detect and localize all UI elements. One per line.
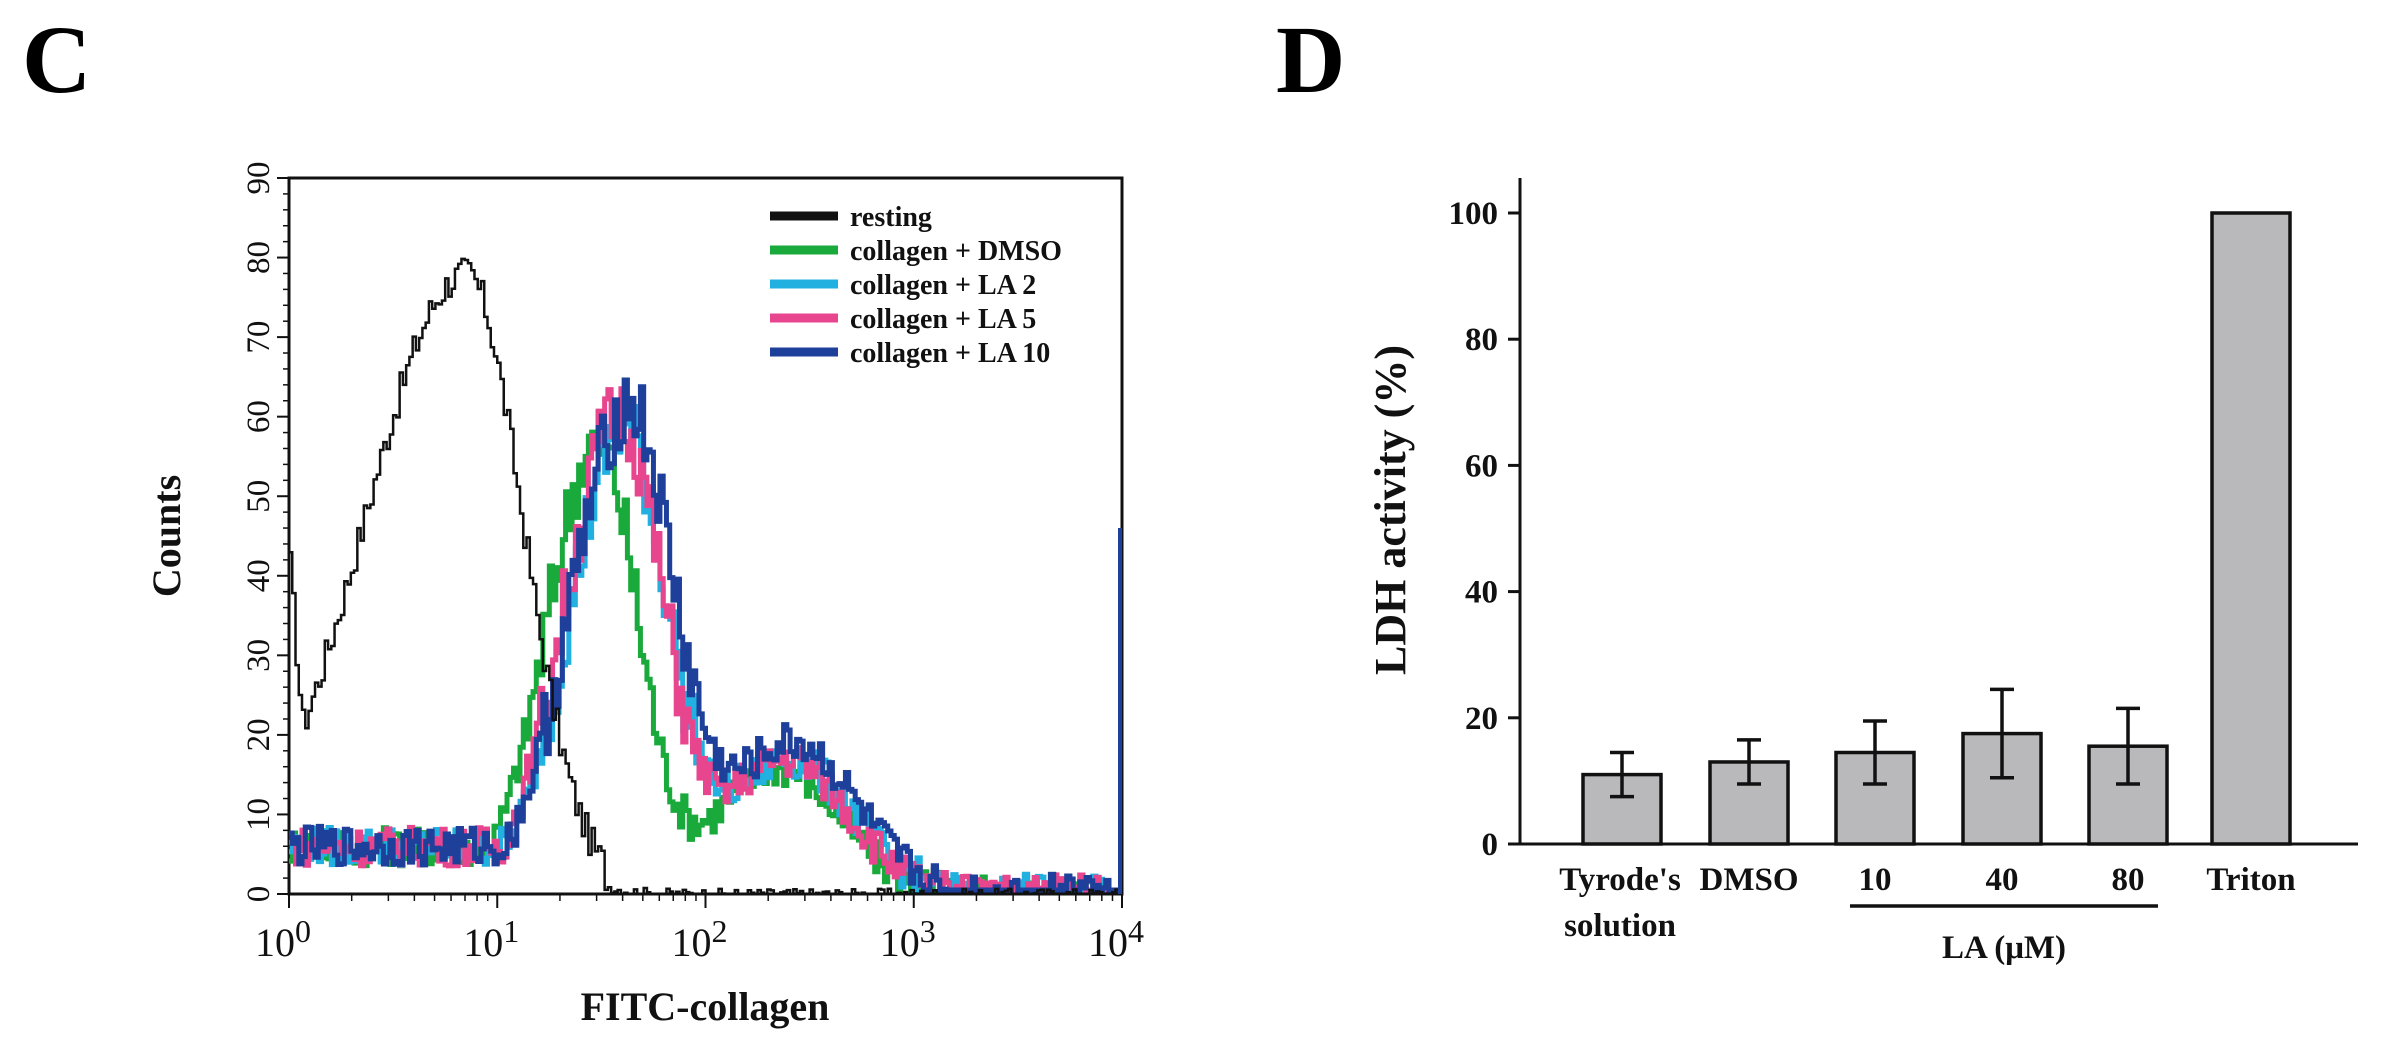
histogram-y-ticks: 0 10 20 30 40 50 60 70 80 90 xyxy=(241,162,289,903)
histogram-y-tick-label: 60 xyxy=(241,400,277,433)
histogram-x-tick-label: 101 xyxy=(463,913,519,965)
panel-label-c: C xyxy=(22,6,91,113)
histogram-curves xyxy=(289,257,1124,896)
bar-category-label: 10 xyxy=(1859,862,1892,898)
histogram-x-tick-label: 102 xyxy=(672,913,728,965)
bar-category-labels: Tyrode's solution DMSO 10 40 80 Triton xyxy=(1559,862,2295,944)
bar-y-axis-label: LDH activity (%) xyxy=(1366,345,1415,675)
bar-category-label: DMSO xyxy=(1700,862,1799,898)
histogram-x-tick-label: 104 xyxy=(1088,913,1144,965)
histogram-x-tick-label: 100 xyxy=(255,913,311,965)
bar-y-ticks: 0 20 40 60 80 100 xyxy=(1449,196,1520,863)
histogram-y-tick-label: 70 xyxy=(241,321,277,354)
bar-series xyxy=(1581,211,2292,846)
bar-y-tick-label: 60 xyxy=(1465,448,1498,484)
histogram-y-tick-label: 80 xyxy=(241,241,277,274)
bar-category-label: 40 xyxy=(1986,862,2019,898)
histogram-y-tick-label: 0 xyxy=(241,886,277,903)
bar-y-tick-label: 20 xyxy=(1465,701,1498,737)
bar-category-label: 80 xyxy=(2112,862,2145,898)
histogram-series-line xyxy=(289,404,1122,893)
histogram-y-axis-label: Counts xyxy=(144,475,189,597)
histogram-y-tick-label: 40 xyxy=(241,559,277,592)
histogram-x-ticks: 100 101 102 103 104 xyxy=(255,894,1144,965)
histogram-y-tick-label: 90 xyxy=(241,162,277,195)
histogram-series-line xyxy=(289,257,1124,896)
legend-entry-label: collagen + LA 10 xyxy=(850,338,1050,369)
bar-y-tick-label: 80 xyxy=(1465,322,1498,358)
legend-entry-label: resting xyxy=(850,202,932,233)
bar xyxy=(2210,211,2292,846)
histogram-y-tick-label: 10 xyxy=(241,798,277,831)
legend-entry-label: collagen + LA 5 xyxy=(850,304,1036,335)
histogram-x-axis-label: FITC-collagen xyxy=(581,984,830,1029)
histogram-chart: 0 10 20 30 40 50 60 70 80 90 100 101 102 103 104 rest… xyxy=(144,162,1144,1030)
histogram-series-line xyxy=(289,409,1122,893)
histogram-series-line xyxy=(289,377,1122,893)
histogram-series-line xyxy=(289,386,1122,893)
bar-y-tick-label: 100 xyxy=(1449,196,1499,232)
la-group-label: LA (μM) xyxy=(1942,930,2066,966)
bar-category-label: Triton xyxy=(2206,862,2295,898)
bar-category-label: solution xyxy=(1564,908,1676,944)
bar-category-label: Tyrode's xyxy=(1559,862,1681,898)
histogram-x-tick-label: 103 xyxy=(880,913,936,965)
legend-entry-label: collagen + DMSO xyxy=(850,236,1062,267)
legend-entry-label: collagen + LA 2 xyxy=(850,270,1036,301)
panel-label-d: D xyxy=(1276,6,1345,113)
histogram-y-tick-label: 20 xyxy=(241,718,277,751)
histogram-y-tick-label: 30 xyxy=(241,639,277,672)
la-group-bracket: LA (μM) xyxy=(1850,904,2158,966)
histogram-y-tick-label: 50 xyxy=(241,480,277,513)
bar-y-tick-label: 40 xyxy=(1465,575,1498,611)
bar-y-tick-label: 0 xyxy=(1482,827,1499,863)
